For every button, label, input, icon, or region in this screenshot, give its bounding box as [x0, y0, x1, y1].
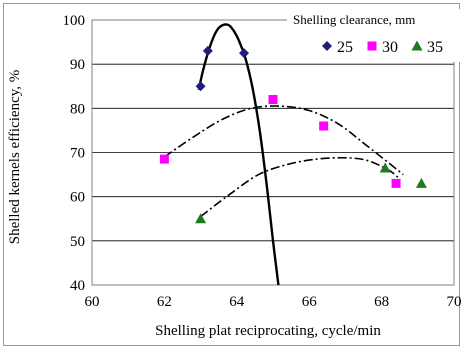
y-tick-label-90: 90	[70, 57, 85, 73]
y-tick-label-70: 70	[70, 146, 85, 162]
y-tick-label-100: 100	[63, 13, 86, 29]
legend: Shelling clearance, mm 25 30 35	[287, 9, 461, 62]
marker-25-2	[239, 48, 250, 59]
legend-marker-30	[367, 41, 377, 51]
marker-30-2	[319, 121, 329, 131]
y-tick-label-50: 50	[70, 234, 85, 250]
legend-label-25: 25	[337, 39, 353, 56]
marker-35-1	[379, 162, 391, 173]
plot-area	[91, 19, 455, 286]
trend-line-35	[200, 156, 401, 218]
legend-marker-25	[322, 41, 332, 51]
legend-label-35: 35	[427, 39, 443, 56]
marker-30-1	[268, 95, 278, 104]
marker-35-0	[195, 213, 207, 224]
legend-background	[287, 9, 461, 62]
legend-marker-35	[411, 40, 423, 51]
y-tick-label-80: 80	[70, 101, 85, 117]
y-tick-label-40: 40	[70, 278, 85, 294]
grid-lines	[92, 63, 454, 242]
marker-35-2	[415, 177, 427, 188]
trend-line-30	[163, 105, 404, 176]
y-axis-label: Shelled kernels efficiency, %	[7, 70, 23, 245]
marker-25-1	[202, 45, 213, 56]
marker-25-0	[195, 81, 206, 92]
x-tick-label-60: 60	[85, 294, 100, 310]
data-markers	[159, 45, 427, 224]
tick-labels: 40 50 60 70 80 90 100 60 62 64 66 68 70	[63, 13, 462, 310]
trend-lines	[163, 23, 404, 286]
y-tick-label-60: 60	[70, 190, 85, 206]
x-tick-label-64: 64	[229, 294, 245, 310]
trend-line-25	[197, 23, 280, 286]
marker-30-0	[159, 154, 169, 164]
x-tick-label-68: 68	[374, 294, 389, 310]
legend-title: Shelling clearance, mm	[293, 12, 415, 27]
legend-label-30: 30	[382, 39, 398, 56]
x-tick-label-70: 70	[447, 294, 462, 310]
x-tick-label-66: 66	[302, 294, 318, 310]
x-axis-label: Shelling plat reciprocating, cycle/min	[155, 323, 381, 339]
legend-items: 25 30 35	[322, 39, 443, 56]
x-tick-label-62: 62	[157, 294, 172, 310]
marker-30-3	[391, 178, 401, 188]
